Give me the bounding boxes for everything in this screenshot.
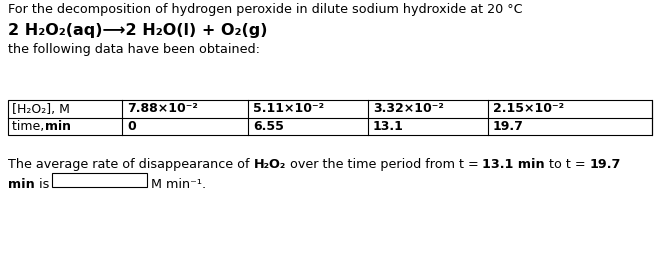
Text: For the decomposition of hydrogen peroxide in dilute sodium hydroxide at 20 °C: For the decomposition of hydrogen peroxi… [8,3,523,16]
Text: min: min [45,120,71,133]
Text: 0: 0 [127,120,136,133]
Text: to t =: to t = [545,158,590,171]
Text: over the time period from t =: over the time period from t = [286,158,482,171]
Text: 19.7: 19.7 [590,158,621,171]
Text: the following data have been obtained:: the following data have been obtained: [8,43,260,56]
Text: time,: time, [12,120,48,133]
Text: H₂O₂: H₂O₂ [253,158,286,171]
Text: min: min [8,178,35,191]
Text: The average rate of disappearance of: The average rate of disappearance of [8,158,253,171]
Text: 5.11×10⁻²: 5.11×10⁻² [253,103,324,115]
Text: 13.1: 13.1 [373,120,404,133]
Text: is: is [35,178,49,191]
Text: [H₂O₂], M: [H₂O₂], M [12,103,70,115]
Text: 2.15×10⁻²: 2.15×10⁻² [493,103,564,115]
Bar [8,100,652,135]
Text: 13.1 min: 13.1 min [482,158,545,171]
Text: 19.7: 19.7 [493,120,524,133]
Text: 7.88×10⁻²: 7.88×10⁻² [127,103,198,115]
Text: M min⁻¹.: M min⁻¹. [151,178,206,191]
Text: 3.32×10⁻²: 3.32×10⁻² [373,103,444,115]
Text: 2 H₂O₂(aq)⟶2 H₂O(l) + O₂(g): 2 H₂O₂(aq)⟶2 H₂O(l) + O₂(g) [8,23,267,38]
Text: 6.55: 6.55 [253,120,284,133]
Bar [52,173,147,187]
